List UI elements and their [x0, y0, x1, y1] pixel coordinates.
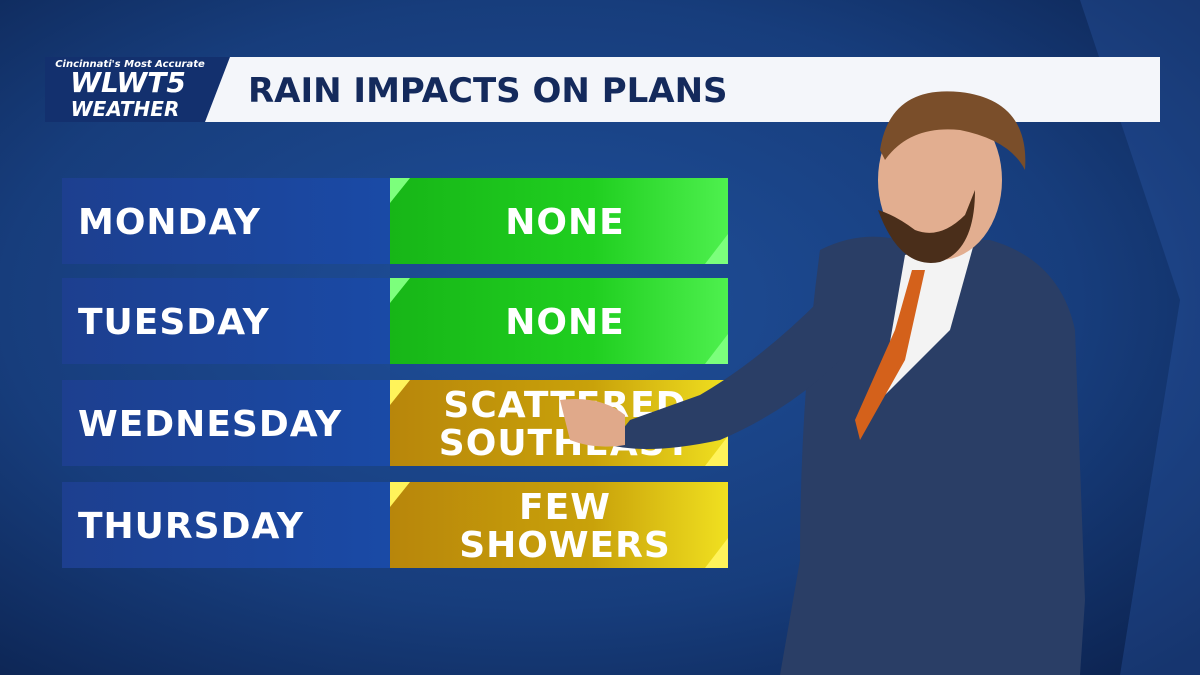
day-cell	[62, 178, 390, 264]
day-label: THURSDAY	[78, 506, 304, 547]
day-cell	[62, 482, 390, 568]
cell-accent	[390, 482, 410, 507]
impact-text: SHOWERS	[459, 525, 671, 566]
impact-cell	[390, 278, 728, 364]
impact-text: NONE	[505, 302, 624, 343]
impact-text: NONE	[505, 202, 624, 243]
cell-accent	[390, 380, 410, 405]
day-cell	[62, 380, 390, 466]
cell-accent	[390, 278, 410, 303]
presenter	[560, 91, 1085, 675]
logo-box	[45, 57, 230, 122]
title: RAIN IMPACTS ON PLANS	[248, 71, 728, 111]
cell-accent	[705, 538, 728, 568]
day-label: TUESDAY	[78, 302, 270, 343]
cell-accent	[705, 436, 728, 466]
day-label: WEDNESDAY	[78, 404, 342, 445]
cell-accent	[390, 178, 410, 203]
impact-cell	[390, 178, 728, 264]
impact-cell	[390, 482, 728, 568]
cell-accent	[705, 334, 728, 364]
day-label: MONDAY	[78, 202, 261, 243]
logo-tagline: Cincinnati's Most Accurate	[55, 59, 205, 70]
day-cell	[62, 278, 390, 364]
background-shape	[1080, 0, 1200, 675]
impact-table: MONDAYNONETUESDAYNONEWEDNESDAYSCATTEREDS…	[62, 178, 728, 568]
logo-brand: WLWT5	[70, 66, 186, 99]
logo-sub: WEATHER	[71, 97, 180, 121]
cell-accent	[705, 234, 728, 264]
impact-text: FEW	[519, 487, 611, 528]
